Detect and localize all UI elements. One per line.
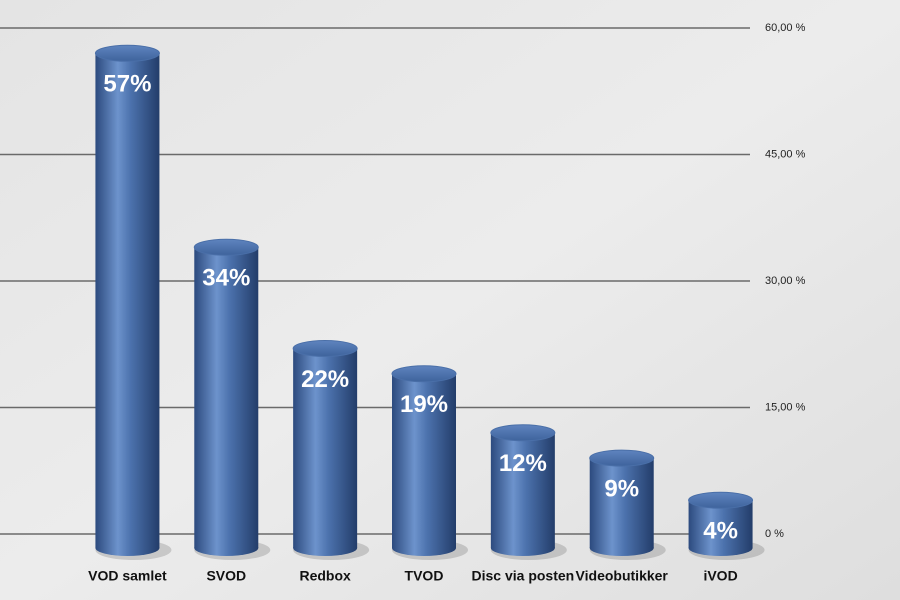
value-label: 12% (499, 450, 547, 477)
value-label: 34% (202, 265, 250, 292)
x-tick-label: Redbox (299, 568, 351, 584)
bar-top (94, 44, 160, 62)
bar-top (490, 424, 556, 442)
y-tick-label: 60,00 % (765, 22, 806, 34)
bar (293, 348, 358, 548)
bar (392, 373, 456, 548)
bar-top (292, 339, 358, 357)
bar-top (688, 491, 754, 509)
bar-top (589, 449, 655, 467)
y-tick-label: 45,00 % (765, 148, 806, 160)
value-label: 22% (301, 366, 349, 393)
value-label: 4% (703, 518, 738, 545)
bar-top (391, 365, 457, 383)
x-tick-label: TVOD (405, 568, 444, 584)
y-tick-label: 15,00 % (765, 401, 806, 413)
y-tick-label: 0 % (765, 528, 784, 540)
bar (589, 458, 654, 548)
x-tick-label: SVOD (206, 568, 246, 584)
x-tick-label: iVOD (703, 568, 737, 584)
value-label: 57% (103, 71, 151, 98)
bar (95, 53, 160, 549)
value-label: 19% (400, 391, 448, 418)
value-label: 9% (604, 475, 639, 502)
bar-top (193, 238, 259, 256)
x-tick-label: VOD samlet (88, 568, 167, 584)
bar (490, 432, 555, 548)
y-tick-label: 30,00 % (765, 275, 806, 287)
x-tick-label: Videobutikker (576, 568, 669, 584)
bar (194, 247, 259, 548)
x-tick-label: Disc via posten (472, 568, 575, 584)
